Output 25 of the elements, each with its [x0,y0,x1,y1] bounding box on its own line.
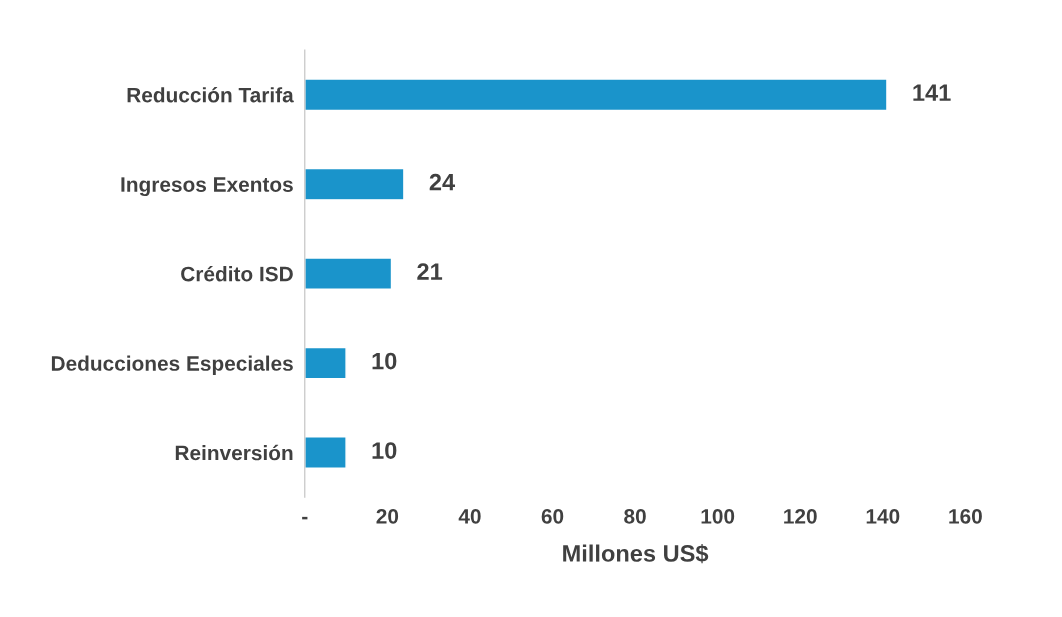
x-axis-title: Millones US$ [563,544,709,564]
data-label: 10 [372,352,397,370]
y-tick-label: Reinversión [175,444,293,461]
x-tick-label: 160 [949,508,982,524]
y-tick-label: Ingresos Exentos [121,177,293,197]
data-label: 141 [913,84,951,101]
x-tick-label: 120 [784,508,817,524]
y-tick-label: Reducción Tarifa [127,86,294,103]
x-tick-label: 20 [376,508,399,524]
data-label: 24 [429,173,456,191]
x-tick-label: - [302,516,308,520]
x-tick-label: 40 [458,508,481,524]
y-tick-label: Deducciones Especiales [51,355,293,375]
x-tick-label: 80 [624,508,646,524]
data-label: 10 [372,442,397,459]
bar [304,167,405,201]
y-tick-label: Crédito ISD [181,265,293,282]
x-tick-label: 100 [701,508,735,524]
x-tick-label: 60 [541,508,564,524]
data-label: 21 [417,263,443,280]
bar [304,436,347,469]
bar [304,257,393,290]
x-tick-label: 140 [866,508,900,524]
bar [304,78,888,112]
bar [304,346,347,380]
